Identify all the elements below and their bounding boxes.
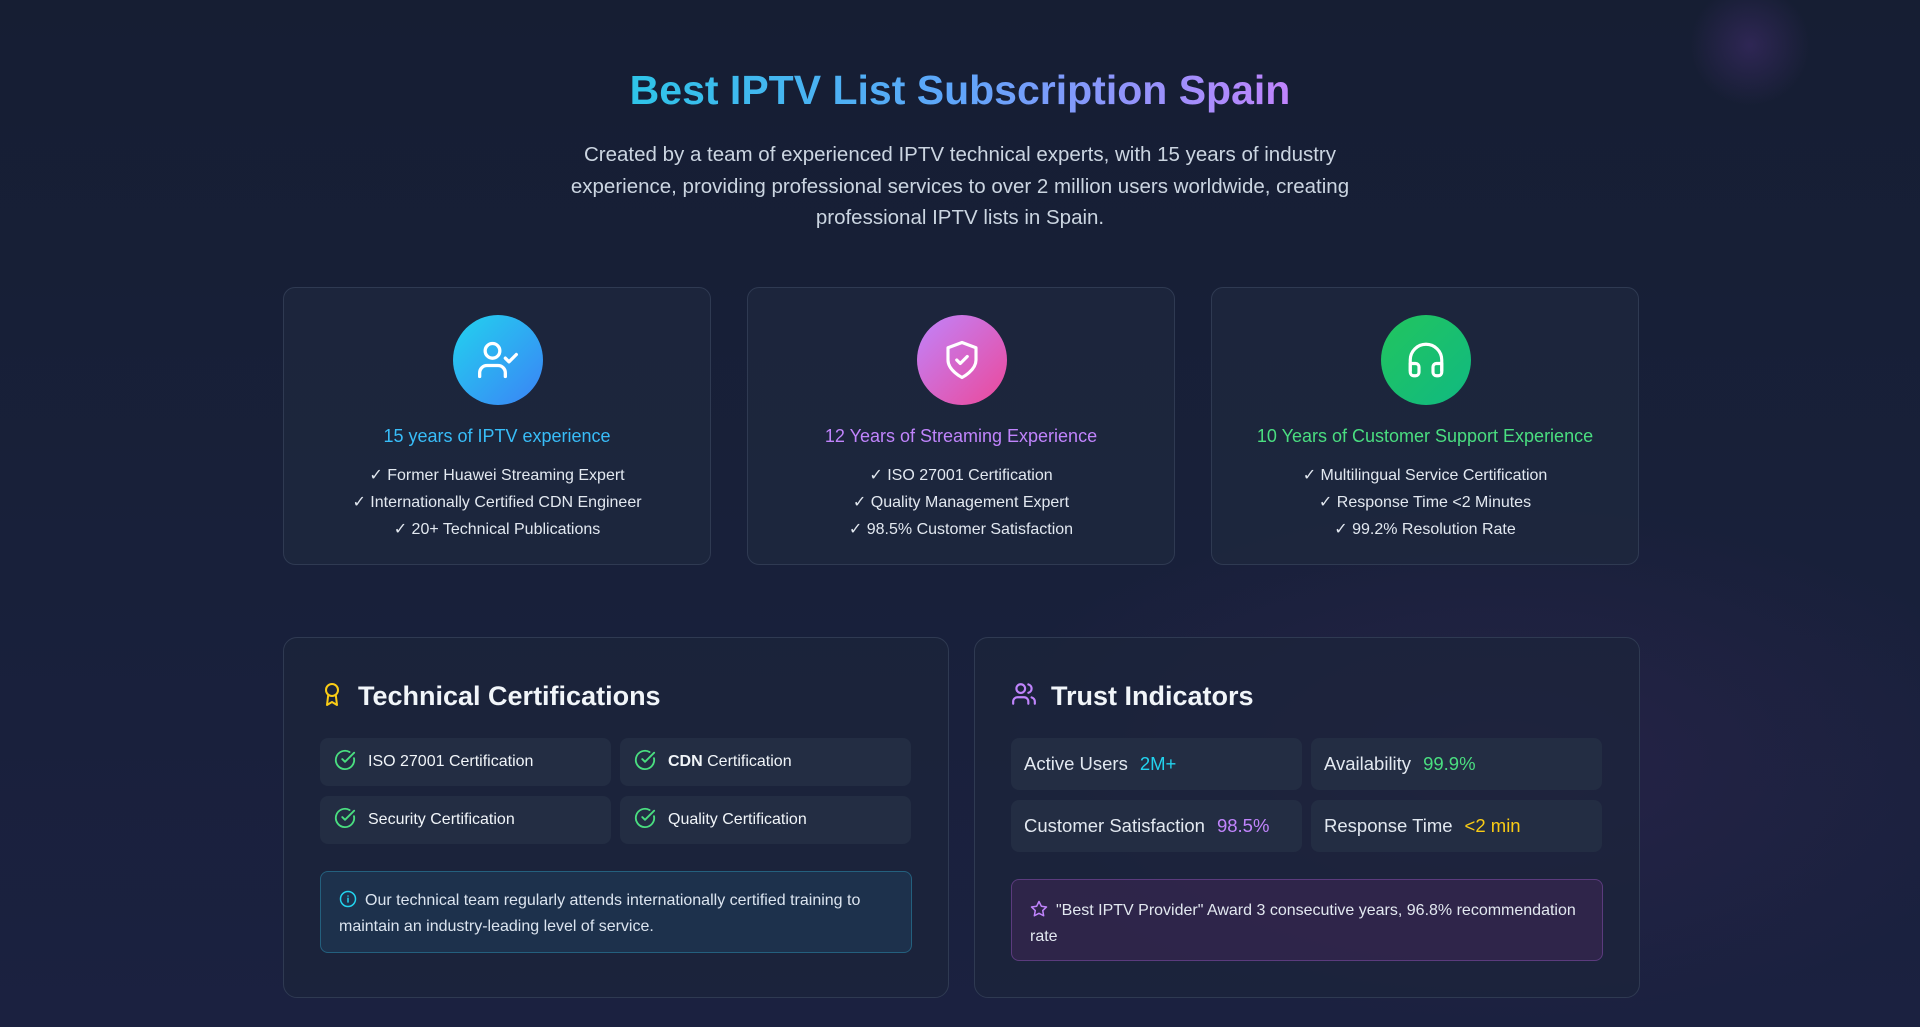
experience-card-title: 12 Years of Streaming Experience [824,426,1098,446]
stat-response-time: Response Time <2 min [1311,800,1602,852]
users-icon [1011,681,1037,712]
certification-label: CDN Certification [668,753,792,771]
technical-certifications-panel: Technical Certifications ISO 27001 Certi… [283,637,949,998]
experience-card-iptv: 15 years of IPTV experience ✓ Former Hua… [283,287,711,565]
list-item: ✓ 99.2% Resolution Rate [1334,521,1516,538]
check-circle-icon [334,749,356,776]
experience-card-support: 10 Years of Customer Support Experience … [1211,287,1639,565]
user-check-icon [453,315,543,405]
notice-text: Our technical team regularly attends int… [339,892,861,935]
experience-card-title: 15 years of IPTV experience [383,426,611,446]
experience-card-list: ✓ Multilingual Service Certification ✓ R… [1212,462,1638,543]
list-item: ✓ Quality Management Expert [852,494,1070,511]
list-item: ✓ Response Time <2 Minutes [1318,494,1532,511]
experience-card-streaming: 12 Years of Streaming Experience ✓ ISO 2… [747,287,1175,565]
list-item: ✓ 98.5% Customer Satisfaction [848,521,1074,538]
list-item: ✓ 20+ Technical Publications [393,521,601,538]
shield-check-icon [917,315,1007,405]
stat-label: Active Users [1024,753,1128,774]
stat-availability: Availability 99.9% [1311,738,1602,790]
trust-indicators-panel: Trust Indicators Active Users 2M+ Availa… [974,637,1640,998]
panel-title: Technical Certifications [358,680,661,711]
experience-card-list: ✓ Former Huawei Streaming Expert ✓ Inter… [284,462,710,543]
stat-value: 98.5% [1216,815,1270,836]
certification-item: CDN Certification [620,738,911,786]
headphones-icon [1381,315,1471,405]
stat-active-users: Active Users 2M+ [1011,738,1302,790]
panel-header: Trust Indicators [1011,676,1254,716]
list-item: ✓ Internationally Certified CDN Engineer [352,494,642,511]
stat-label: Availability [1324,753,1412,774]
star-icon [1030,900,1048,926]
page-title: Best IPTV List Subscription Spain [629,67,1291,113]
info-icon [339,890,357,916]
certification-label: ISO 27001 Certification [368,753,534,770]
certification-label-strong: CDN [668,753,703,770]
stat-value: 99.9% [1423,753,1476,774]
page-subtitle: Created by a team of experienced IPTV te… [570,143,1350,229]
panel-title: Trust Indicators [1051,680,1254,711]
check-circle-icon [634,749,656,776]
certification-item: Security Certification [320,796,611,844]
certification-label: Quality Certification [668,811,807,828]
certification-label: Security Certification [368,811,515,828]
experience-card-title: 10 Years of Customer Support Experience [1256,426,1594,446]
list-item: ✓ Multilingual Service Certification [1302,467,1548,484]
stat-customer-satisfaction: Customer Satisfaction 98.5% [1011,800,1302,852]
stat-label: Customer Satisfaction [1024,815,1205,836]
stat-label: Response Time [1324,815,1453,836]
panel-header: Technical Certifications [320,676,661,716]
check-circle-icon [634,807,656,834]
experience-card-list: ✓ ISO 27001 Certification ✓ Quality Mana… [748,462,1174,543]
certification-item: Quality Certification [620,796,911,844]
stat-value: <2 min [1464,815,1521,836]
list-item: ✓ Former Huawei Streaming Expert [369,467,625,484]
certification-label-rest: Certification [702,753,792,770]
list-item: ✓ ISO 27001 Certification [869,467,1053,484]
award-icon [320,680,344,713]
certification-item: ISO 27001 Certification [320,738,611,786]
check-circle-icon [334,807,356,834]
award-notice: "Best IPTV Provider" Award 3 consecutive… [1011,879,1603,961]
award-text: "Best IPTV Provider" Award 3 consecutive… [1030,902,1576,945]
training-notice: Our technical team regularly attends int… [320,871,912,953]
stat-value: 2M+ [1139,753,1177,774]
